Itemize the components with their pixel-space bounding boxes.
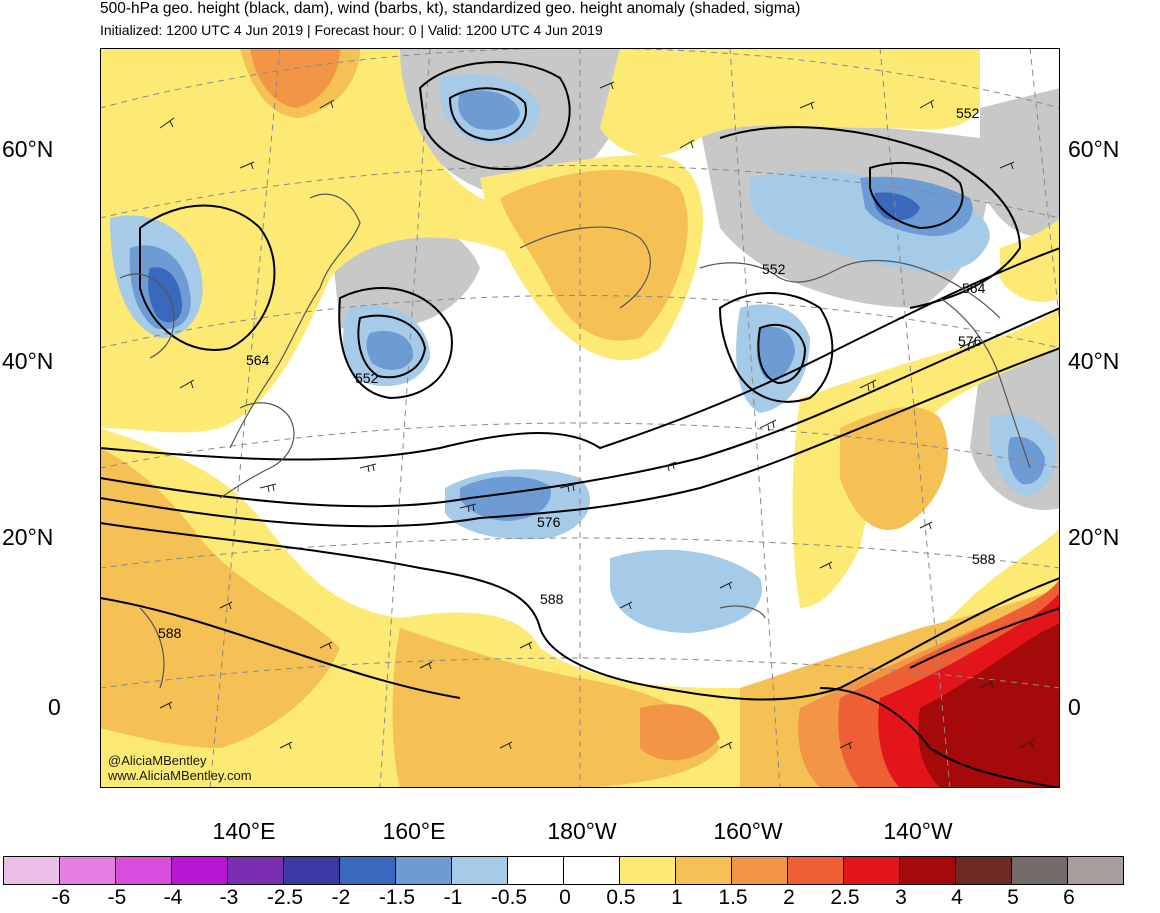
- colorbar-tick-label: -0.5: [490, 886, 528, 909]
- coastlines: [119, 193, 1031, 689]
- colorbar: [3, 856, 1124, 885]
- colorbar-tick-label: -2: [331, 886, 351, 909]
- colorbar-tick-label: 3: [895, 886, 907, 909]
- graticule: [100, 48, 1060, 788]
- contour-label: 552: [762, 261, 786, 277]
- contour-label: 588: [158, 625, 182, 641]
- colorbar-tick-label: -4: [163, 886, 183, 909]
- colorbar-swatch: [843, 856, 900, 885]
- height-contours: [100, 61, 1060, 788]
- colorbar-swatch: [283, 856, 340, 885]
- colorbar-swatch: [451, 856, 508, 885]
- colorbar-swatch: [115, 856, 172, 885]
- map-panel[interactable]: 552 552 552 564 564 576 576 588 588 588 …: [100, 48, 1060, 788]
- colorbar-swatch: [3, 856, 60, 885]
- colorbar-tick-label: 0: [559, 886, 571, 909]
- lat-label-right: 40°N: [1068, 348, 1120, 374]
- colorbar-tick-label: 5: [1007, 886, 1019, 909]
- colorbar-tick-label: 1: [671, 886, 683, 909]
- colorbar-tick-label: 6: [1063, 886, 1075, 909]
- colorbar-swatch: [563, 856, 620, 885]
- chart-subtitle: Initialized: 1200 UTC 4 Jun 2019 | Forec…: [100, 22, 603, 38]
- lat-label-left: 60°N: [2, 136, 54, 162]
- contour-label: 588: [540, 591, 564, 607]
- colorbar-tick-label: -5: [107, 886, 127, 909]
- colorbar-tick-label: -2.5: [266, 886, 304, 909]
- lon-label: 140°E: [212, 818, 276, 844]
- contour-labels: 552 552 552 564 564 576 576 588 588 588: [158, 105, 996, 641]
- colorbar-tick-label: 2.5: [830, 886, 860, 909]
- colorbar-swatch: [507, 856, 564, 885]
- lat-label-left: 0: [48, 694, 61, 720]
- colorbar-tick-label: -1.5: [378, 886, 416, 909]
- lat-label-left: 40°N: [2, 348, 54, 374]
- lon-label: 160°W: [713, 818, 783, 844]
- lat-label-right: 20°N: [1068, 524, 1120, 550]
- colorbar-swatch: [955, 856, 1012, 885]
- colorbar-tick-label: 0.5: [606, 886, 636, 909]
- colorbar-tick-label: 4: [951, 886, 963, 909]
- lon-label: 140°W: [883, 818, 953, 844]
- colorbar-swatch: [899, 856, 956, 885]
- colorbar-swatch: [1011, 856, 1068, 885]
- map-canvas: 552 552 552 564 564 576 576 588 588 588: [100, 48, 1060, 788]
- lat-label-left: 20°N: [2, 524, 54, 550]
- colorbar-swatch: [59, 856, 116, 885]
- contour-label: 576: [958, 333, 982, 349]
- credit-handle: @AliciaMBentley: [108, 753, 207, 768]
- lon-label: 180°W: [547, 818, 617, 844]
- colorbar-tick-label: 2: [783, 886, 795, 909]
- colorbar-swatch: [731, 856, 788, 885]
- contour-label: 552: [355, 370, 379, 386]
- colorbar-swatch: [787, 856, 844, 885]
- contour-label: 564: [962, 280, 986, 296]
- colorbar-swatch: [1067, 856, 1124, 885]
- wind-barbs: [159, 81, 1035, 750]
- contour-label: 564: [246, 352, 270, 368]
- contour-label: 552: [956, 105, 980, 121]
- lon-label: 160°E: [382, 818, 446, 844]
- colorbar-swatch: [171, 856, 228, 885]
- colorbar-tick-label: -1: [443, 886, 463, 909]
- colorbar-swatch: [675, 856, 732, 885]
- anomaly-shading: [100, 48, 1060, 788]
- chart-title: 500-hPa geo. height (black, dam), wind (…: [100, 0, 801, 17]
- colorbar-swatch: [227, 856, 284, 885]
- contour-label: 588: [972, 551, 996, 567]
- contour-label: 576: [537, 514, 561, 530]
- lat-label-right: 0: [1068, 694, 1081, 720]
- colorbar-tick-label: -6: [51, 886, 71, 909]
- colorbar-tick-label: 1.5: [718, 886, 748, 909]
- colorbar-swatch: [395, 856, 452, 885]
- credit-website: www.AliciaMBentley.com: [108, 768, 252, 783]
- colorbar-swatch: [339, 856, 396, 885]
- lat-label-right: 60°N: [1068, 136, 1120, 162]
- colorbar-swatch: [619, 856, 676, 885]
- colorbar-tick-label: -3: [219, 886, 239, 909]
